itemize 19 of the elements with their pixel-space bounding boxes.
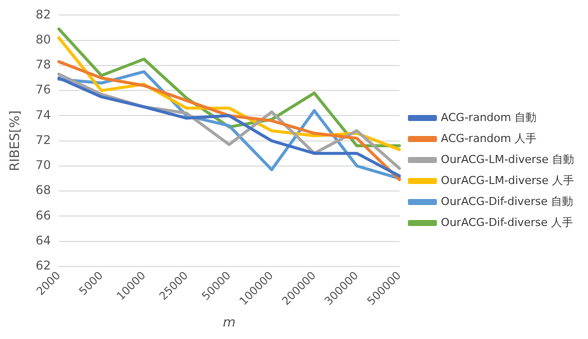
y-tick-label: 64 [36,233,51,248]
y-tick-label: 62 [36,258,51,272]
y-tick-label: 72 [36,132,51,147]
y-tick-label: 80 [36,32,51,46]
y-tick-label: 66 [36,208,51,222]
x-axis-title: m [222,316,236,331]
legend-label: OurACG-LM-diverse 自動 [440,152,574,166]
y-tick-label: 74 [36,108,51,122]
y-tick-label: 76 [36,82,51,97]
legend-label: OurACG-LM-diverse 人手 [440,174,574,187]
y-tick-label: 78 [36,58,51,72]
legend-label: OurACG-Dif-diverse 自動 [440,194,574,208]
y-tick-label: 82 [36,7,51,22]
legend-label: ACG-random 自動 [440,110,537,124]
y-axis-title: RIBES[%] [8,110,24,172]
legend-label: OurACG-Dif-diverse 人手 [440,216,574,229]
legend-label: ACG-random 人手 [440,132,537,145]
y-tick-label: 68 [36,183,51,198]
y-tick-label: 70 [36,158,51,172]
